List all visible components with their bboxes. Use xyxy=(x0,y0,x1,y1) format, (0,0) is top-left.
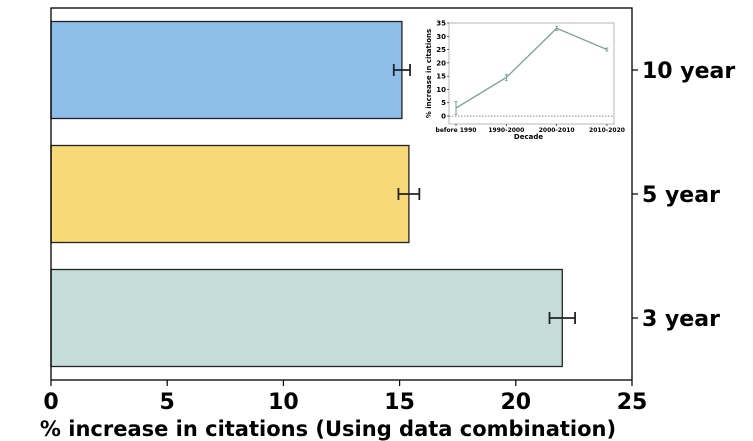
inset-y-tick-label: 30 xyxy=(436,33,446,41)
inset-y-tick-label: 15 xyxy=(436,73,446,81)
inset-y-tick-label: 5 xyxy=(441,99,446,107)
inset-y-tick-label: 35 xyxy=(436,20,446,28)
inset-x-axis-label: Decade xyxy=(514,133,543,141)
inset-chart: 0 5 10 15 20 25 30 35 before 1990 1990-2000 2000-2… xyxy=(425,20,625,142)
x-tick-label: 20 xyxy=(500,390,531,415)
series-line xyxy=(455,27,608,109)
bar-group xyxy=(50,20,576,368)
main-axes: 10 year 5 year 3 year 0 5 10 15 20 25 xyxy=(43,7,735,415)
inset-x-tick-label: 1990-2000 xyxy=(488,127,524,134)
y-tick-label: 5 year xyxy=(642,183,720,208)
y-tick-label: 10 year xyxy=(642,59,735,84)
bar xyxy=(50,144,410,244)
inset-x-tick-label: 2000-2010 xyxy=(539,127,575,134)
inset-y-tick-label: 0 xyxy=(441,113,446,121)
bar xyxy=(50,20,403,120)
x-tick-label: 15 xyxy=(384,390,415,415)
inset-x-tick-label: 2010-2020 xyxy=(589,127,625,134)
bar xyxy=(50,268,563,368)
y-tick-label: 3 year xyxy=(642,307,720,332)
inset-x-tick-label: before 1990 xyxy=(436,127,477,134)
inset-y-tick-label: 10 xyxy=(436,86,446,94)
x-tick-label: 10 xyxy=(268,390,299,415)
inset-y-tick-label: 25 xyxy=(436,46,446,54)
x-tick-label: 25 xyxy=(617,390,648,415)
x-tick-label: 5 xyxy=(160,390,175,415)
x-tick-label: 0 xyxy=(43,390,58,415)
inset-y-tick-label: 20 xyxy=(436,59,446,67)
inset-y-axis-label: % increase in citations xyxy=(425,29,433,118)
x-axis-label: % increase in citations (Using data comb… xyxy=(40,417,616,441)
inset-frame xyxy=(448,22,615,125)
plot-frame xyxy=(50,7,633,381)
